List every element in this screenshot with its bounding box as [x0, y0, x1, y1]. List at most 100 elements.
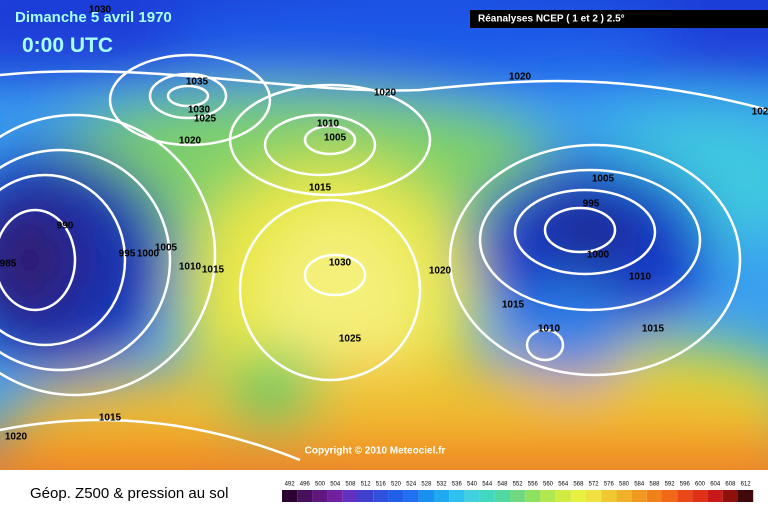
source: Réanalyses NCEP ( 1 et 2 ) 2.5° [478, 14, 625, 25]
scale-label: 524 [406, 482, 417, 488]
isobar-label: 1005 [155, 243, 178, 254]
scale-swatch [525, 490, 541, 502]
scale-swatch [403, 490, 419, 502]
isobar-label: 985 [0, 259, 17, 270]
scale-swatch [449, 490, 465, 502]
scale-label: 520 [391, 482, 402, 488]
isobar-label: 1030 [188, 105, 211, 116]
scale-swatch [418, 490, 434, 502]
isobar-label: 1005 [592, 174, 615, 185]
isobar-label: 1020 [179, 136, 202, 147]
scale-label: 580 [619, 482, 630, 488]
scale-swatch [312, 490, 328, 502]
time-title: 0:00 UTC [22, 34, 113, 57]
isobar-label: 1010 [317, 119, 340, 130]
color-scale: 492 496 500 504 508 512 516 520 524 528 532 536 540 5… [282, 482, 754, 502]
isobar-label: 995 [583, 199, 600, 210]
scale-swatch [342, 490, 358, 502]
isobar-label: 1020 [5, 432, 28, 443]
scale-label: 592 [665, 482, 676, 488]
scale-label: 560 [543, 482, 554, 488]
source-box [470, 10, 768, 28]
isobar-label: 1015 [642, 324, 665, 335]
scale-swatch [707, 490, 723, 502]
isobar-label: 1010 [629, 272, 652, 283]
scale-label: 544 [482, 482, 493, 488]
scale-swatch [662, 490, 678, 502]
legend-title: Géop. Z500 & pression au sol [30, 485, 228, 502]
scale-swatch [586, 490, 602, 502]
date-title: Dimanche 5 avril 1970 [15, 9, 172, 26]
scale-label: 540 [467, 482, 478, 488]
scale-label: 572 [589, 482, 600, 488]
scale-label: 508 [345, 482, 356, 488]
scale-swatch [388, 490, 404, 502]
scale-label: 596 [680, 482, 691, 488]
isobar-label: 1030 [329, 258, 352, 269]
isobar-label: 1020 [429, 266, 452, 277]
isobar-label: 1025 [194, 114, 217, 125]
isobar-label: 1020 [374, 88, 397, 99]
scale-swatch [358, 490, 374, 502]
scale-label: 552 [513, 482, 524, 488]
isobar-label: 1000 [137, 249, 160, 260]
scale-swatch [494, 490, 510, 502]
isobar-label: 1010 [538, 324, 561, 335]
scale-swatch [677, 490, 693, 502]
scale-label: 568 [573, 482, 584, 488]
isobar-label: 1030 [89, 5, 112, 16]
scale-label: 548 [497, 482, 508, 488]
scale-swatch [434, 490, 450, 502]
isobar-label: 1000 [587, 250, 610, 261]
scale-swatch [327, 490, 343, 502]
scale-swatch [616, 490, 632, 502]
scale-swatch [464, 490, 480, 502]
scale-swatch [297, 490, 313, 502]
scale-label: 496 [300, 482, 311, 488]
scale-swatch [738, 490, 754, 502]
scale-label: 532 [437, 482, 448, 488]
scale-swatch [646, 490, 662, 502]
scale-swatch [540, 490, 556, 502]
isobar-label: 1015 [309, 183, 332, 194]
scale-swatch [570, 490, 586, 502]
scale-label: 500 [315, 482, 326, 488]
isobars [0, 53, 768, 462]
isobar-label: 1035 [186, 77, 209, 88]
scale-label: 516 [376, 482, 387, 488]
scale-swatch [722, 490, 738, 502]
scale-label: 512 [361, 482, 372, 488]
isobar-label: 1025 [339, 334, 362, 345]
scale-swatch [510, 490, 526, 502]
scale-swatch [282, 490, 298, 502]
isobar-label: 1015 [502, 300, 525, 311]
scale-label: 492 [285, 482, 296, 488]
scale-label: 564 [558, 482, 569, 488]
isobar-labels: 1030103510301025102010101005102010201015… [0, 5, 768, 443]
isobar-label: 1015 [99, 413, 122, 424]
scale-label: 576 [604, 482, 615, 488]
scale-label: 556 [528, 482, 539, 488]
scale-label: 504 [330, 482, 341, 488]
scale-label: 536 [452, 482, 463, 488]
scale-label: 608 [725, 482, 736, 488]
isobar-label: 995 [119, 249, 136, 260]
scale-swatch [601, 490, 617, 502]
isobar-label: 1005 [324, 133, 347, 144]
scale-label: 588 [649, 482, 660, 488]
scale-swatch [373, 490, 389, 502]
scale-swatch [692, 490, 708, 502]
scale-label: 600 [695, 482, 706, 488]
scale-label: 584 [634, 482, 645, 488]
scale-label: 528 [421, 482, 432, 488]
isobar-label: 102 [752, 107, 768, 118]
scale-label: 604 [710, 482, 721, 488]
isobar-label: 1010 [179, 262, 202, 273]
scale-swatch [631, 490, 647, 502]
isobar-label: 990 [57, 221, 74, 232]
isobar-label: 1020 [509, 72, 532, 83]
copyright: Copyright © 2010 Meteociel.fr [305, 446, 446, 457]
